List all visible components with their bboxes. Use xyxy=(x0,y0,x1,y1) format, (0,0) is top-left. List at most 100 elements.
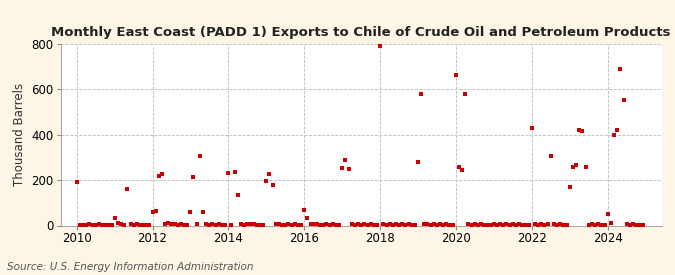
Point xyxy=(510,223,521,227)
Point xyxy=(220,223,231,227)
Point xyxy=(498,223,509,227)
Point xyxy=(283,222,294,227)
Point xyxy=(115,222,126,227)
Point xyxy=(211,223,221,227)
Point xyxy=(239,223,250,227)
Point xyxy=(444,223,455,227)
Point xyxy=(128,223,139,227)
Point xyxy=(106,223,117,227)
Point xyxy=(514,222,524,227)
Point xyxy=(624,223,635,227)
Point xyxy=(590,223,601,227)
Point xyxy=(267,183,278,187)
Point xyxy=(173,223,184,227)
Point xyxy=(87,223,98,227)
Point xyxy=(574,128,585,132)
Text: Source: U.S. Energy Information Administration: Source: U.S. Energy Information Administ… xyxy=(7,262,253,272)
Point xyxy=(555,222,566,227)
Point xyxy=(358,222,369,227)
Point xyxy=(242,222,252,227)
Point xyxy=(517,223,528,227)
Point xyxy=(311,222,322,227)
Point xyxy=(504,223,515,227)
Point xyxy=(580,164,591,169)
Point xyxy=(232,193,243,197)
Point xyxy=(356,223,367,227)
Point xyxy=(119,223,130,227)
Point xyxy=(226,223,237,227)
Point xyxy=(431,223,442,227)
Point xyxy=(251,223,262,227)
Point xyxy=(140,223,151,227)
Point xyxy=(391,222,402,227)
Point xyxy=(179,223,190,227)
Point xyxy=(599,223,610,227)
Point xyxy=(254,223,265,227)
Point xyxy=(489,222,500,227)
Point xyxy=(466,223,477,227)
Point xyxy=(425,223,436,227)
Point xyxy=(134,223,145,227)
Point xyxy=(548,222,559,227)
Point xyxy=(612,128,622,132)
Point xyxy=(84,222,95,227)
Point xyxy=(207,222,218,227)
Point xyxy=(429,222,439,227)
Point xyxy=(343,167,354,171)
Point xyxy=(501,222,512,227)
Point xyxy=(157,172,167,177)
Point xyxy=(349,223,360,227)
Point xyxy=(387,223,398,227)
Point xyxy=(435,222,446,227)
Point xyxy=(163,221,174,226)
Point xyxy=(454,164,464,169)
Point xyxy=(441,222,452,227)
Point xyxy=(491,223,502,227)
Point xyxy=(394,223,404,227)
Point xyxy=(213,221,224,226)
Point xyxy=(248,221,259,226)
Point xyxy=(485,223,496,227)
Point xyxy=(593,222,603,227)
Point xyxy=(93,222,104,227)
Point xyxy=(201,222,212,227)
Point xyxy=(384,222,395,227)
Point xyxy=(264,172,275,177)
Point xyxy=(450,72,461,77)
Point xyxy=(419,222,430,227)
Point xyxy=(273,222,284,227)
Point xyxy=(460,92,471,97)
Point xyxy=(97,223,107,227)
Point xyxy=(277,223,288,227)
Point xyxy=(369,223,379,227)
Point xyxy=(296,223,306,227)
Point xyxy=(410,223,421,227)
Point xyxy=(90,223,101,227)
Point xyxy=(147,210,158,214)
Point xyxy=(261,179,272,183)
Point xyxy=(125,222,136,227)
Point xyxy=(154,173,165,178)
Point xyxy=(315,223,325,227)
Point xyxy=(602,212,613,216)
Point xyxy=(258,223,269,227)
Point xyxy=(74,223,85,227)
Point xyxy=(72,180,82,184)
Point xyxy=(539,223,549,227)
Point xyxy=(109,215,120,220)
Point xyxy=(236,222,246,227)
Point xyxy=(340,158,350,162)
Point xyxy=(204,223,215,227)
Point xyxy=(577,129,588,134)
Point xyxy=(558,223,568,227)
Point xyxy=(422,222,433,227)
Point xyxy=(526,126,537,131)
Point xyxy=(103,223,113,227)
Point xyxy=(280,223,291,227)
Point xyxy=(403,222,414,227)
Point xyxy=(330,223,341,227)
Point xyxy=(529,222,540,227)
Point xyxy=(365,222,376,227)
Point xyxy=(470,222,481,227)
Point xyxy=(495,222,506,227)
